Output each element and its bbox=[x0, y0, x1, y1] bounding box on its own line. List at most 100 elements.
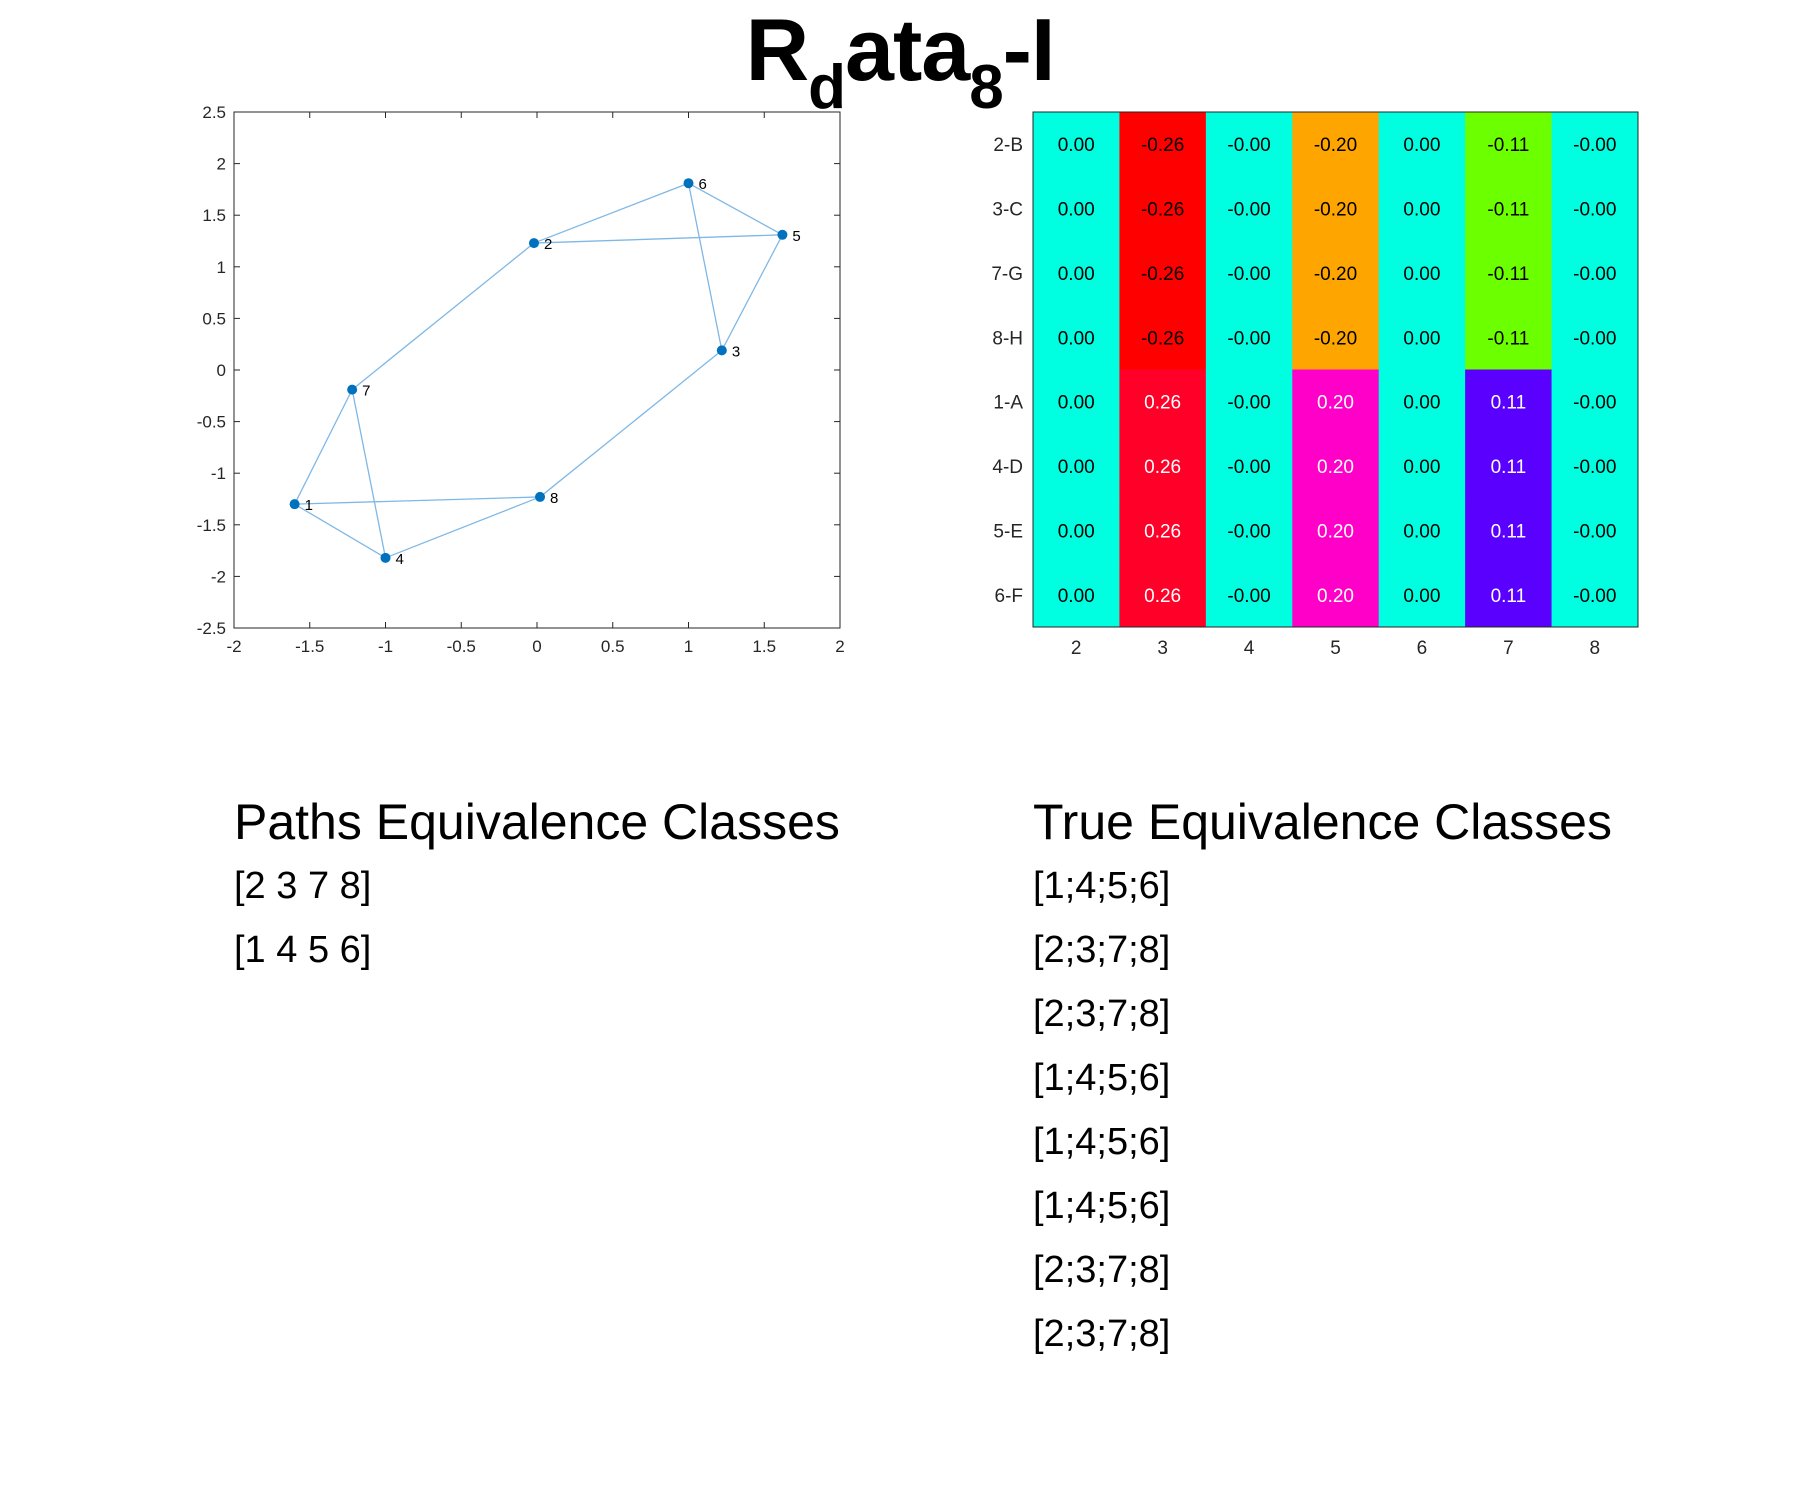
heatmap-cell bbox=[1205, 369, 1293, 435]
heatmap-cell bbox=[1119, 240, 1207, 306]
cell-value: -0.20 bbox=[1314, 264, 1357, 285]
cell-value: -0.00 bbox=[1227, 200, 1270, 221]
y-tick-label: 1.5 bbox=[202, 206, 226, 225]
graph-edge bbox=[539, 349, 723, 498]
heatmap-cell bbox=[1033, 176, 1120, 242]
row-label: 8-H bbox=[992, 328, 1023, 349]
cell-value: -0.00 bbox=[1227, 457, 1270, 478]
cell-value: -0.11 bbox=[1487, 200, 1529, 221]
cell-value: 0.00 bbox=[1403, 200, 1440, 221]
heatmap-cell bbox=[1465, 112, 1553, 177]
graph-edge bbox=[351, 242, 535, 391]
graph-node bbox=[289, 499, 300, 510]
y-tick-label: -2.5 bbox=[197, 619, 226, 638]
cell-value: -0.00 bbox=[1573, 135, 1616, 156]
true-item: [2;3;7;8] bbox=[1033, 1249, 1171, 1291]
column-label: 6 bbox=[1417, 638, 1428, 659]
node-label: 7 bbox=[362, 383, 370, 400]
heatmap-cell bbox=[1205, 498, 1293, 564]
heatmap-cell bbox=[1119, 176, 1207, 242]
true-heading: True Equivalence Classes bbox=[1033, 794, 1612, 850]
heatmap-cell bbox=[1378, 305, 1466, 370]
graph-node bbox=[528, 238, 539, 249]
x-tick-label: -1 bbox=[378, 637, 393, 656]
heatmap-cell bbox=[1205, 112, 1293, 177]
true-item: [1;4;5;6] bbox=[1033, 1185, 1171, 1227]
plot-frame bbox=[233, 111, 841, 629]
cell-value: 0.11 bbox=[1491, 521, 1527, 542]
x-tick-label: -1.5 bbox=[295, 637, 324, 656]
heatmap-cell bbox=[1465, 240, 1553, 306]
y-tick-label: -1.5 bbox=[197, 516, 226, 535]
heatmap-cell bbox=[1033, 112, 1120, 177]
cell-value: 0.26 bbox=[1144, 457, 1181, 478]
title-text: -I bbox=[1002, 0, 1056, 99]
row-label: 2-B bbox=[993, 135, 1023, 156]
heatmap-cell bbox=[1119, 562, 1207, 628]
heatmap-cell bbox=[1551, 498, 1639, 564]
heatmap-cell bbox=[1033, 433, 1120, 499]
heatmap-cell bbox=[1205, 240, 1293, 306]
heatmap-cell bbox=[1378, 433, 1466, 499]
cell-value: 0.00 bbox=[1058, 586, 1095, 607]
cell-value: -0.26 bbox=[1141, 264, 1184, 285]
x-tick-label: 1.5 bbox=[752, 637, 776, 656]
x-tick-label: 0.5 bbox=[601, 637, 625, 656]
cell-value: -0.26 bbox=[1141, 200, 1184, 221]
node-label: 8 bbox=[550, 490, 558, 507]
cell-value: -0.00 bbox=[1227, 393, 1270, 414]
cell-value: 0.00 bbox=[1058, 393, 1095, 414]
heatmap-cell bbox=[1292, 433, 1380, 499]
heatmap-cell bbox=[1465, 369, 1553, 435]
true-equivalence-classes: True Equivalence Classes [1;4;5;6] [2;3;… bbox=[1033, 790, 1612, 1366]
column-label: 4 bbox=[1244, 638, 1255, 659]
y-tick-label: 0 bbox=[217, 361, 226, 380]
heatmap-cell bbox=[1033, 498, 1120, 564]
title-text: R bbox=[745, 0, 810, 99]
cell-value: 0.00 bbox=[1058, 457, 1095, 478]
row-label: 3-C bbox=[992, 200, 1023, 221]
x-tick-label: 2 bbox=[835, 637, 844, 656]
x-tick-label: -0.5 bbox=[447, 637, 476, 656]
cell-value: -0.00 bbox=[1573, 264, 1616, 285]
heatmap-cell bbox=[1292, 240, 1380, 306]
heatmap-cell bbox=[1205, 433, 1293, 499]
x-tick-label: 0 bbox=[532, 637, 541, 656]
title-subscript: 8 bbox=[969, 52, 1003, 122]
cell-value: -0.11 bbox=[1487, 135, 1529, 156]
true-item: [1;4;5;6] bbox=[1033, 1057, 1171, 1099]
graph-node bbox=[777, 229, 788, 240]
heatmap-cell bbox=[1465, 305, 1553, 370]
graph-edge bbox=[688, 182, 783, 236]
true-item: [2;3;7;8] bbox=[1033, 993, 1171, 1035]
column-label: 5 bbox=[1330, 638, 1341, 659]
heatmap-cell bbox=[1119, 112, 1207, 177]
heatmap-cell bbox=[1378, 369, 1466, 435]
cell-value: 0.00 bbox=[1058, 521, 1095, 542]
graph-edge bbox=[294, 389, 353, 505]
heatmap-cell bbox=[1465, 433, 1553, 499]
cell-value: -0.00 bbox=[1227, 328, 1270, 349]
heatmap-cell bbox=[1119, 433, 1207, 499]
graph-node bbox=[716, 345, 727, 356]
cell-value: -0.11 bbox=[1487, 264, 1529, 285]
graph-edge bbox=[533, 234, 783, 244]
heatmap-cell bbox=[1205, 305, 1293, 370]
cell-value: -0.00 bbox=[1573, 200, 1616, 221]
heatmap-cell bbox=[1551, 112, 1639, 177]
cell-value: -0.00 bbox=[1573, 328, 1616, 349]
heatmap-cell bbox=[1205, 176, 1293, 242]
cell-value: -0.26 bbox=[1141, 328, 1184, 349]
paths-item: [1 4 5 6] bbox=[234, 929, 372, 971]
node-label: 5 bbox=[792, 228, 800, 245]
y-tick-label: 1 bbox=[217, 258, 226, 277]
graph-node bbox=[380, 552, 391, 563]
node-label: 6 bbox=[699, 176, 707, 193]
row-label: 7-G bbox=[991, 264, 1023, 285]
graph-node bbox=[535, 491, 546, 502]
title-text: ata bbox=[845, 0, 970, 99]
heatmap-cell bbox=[1551, 176, 1639, 242]
cell-value: -0.00 bbox=[1573, 586, 1616, 607]
graph-node bbox=[347, 384, 358, 395]
heatmap-cell bbox=[1378, 240, 1466, 306]
